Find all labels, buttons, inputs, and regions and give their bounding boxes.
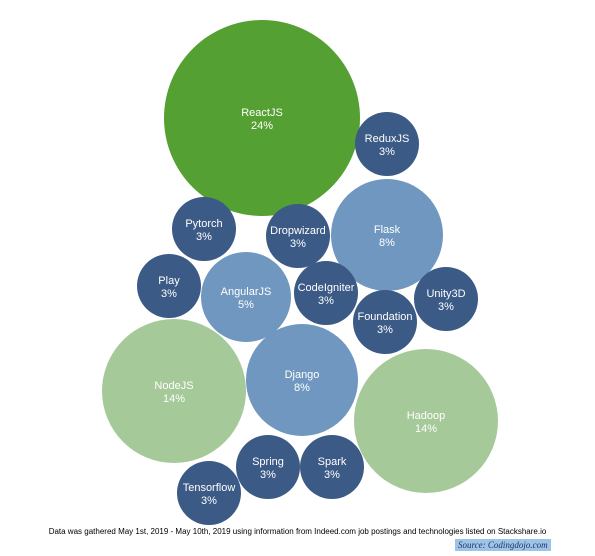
bubble-value-foundation: 3% [377, 324, 393, 336]
bubble-name-hadoop: Hadoop [407, 410, 446, 422]
bubble-value-spark: 3% [324, 469, 340, 481]
bubble-value-django: 8% [294, 382, 310, 394]
bubble-value-play: 3% [161, 288, 177, 300]
bubble-value-pytorch: 3% [196, 231, 212, 243]
bubble-circle-reactjs [164, 20, 360, 216]
bubble-name-flask: Flask [374, 224, 401, 236]
bubble-circle-spring [236, 435, 300, 499]
bubble-circle-tensorflow [177, 461, 241, 525]
bubble-name-angularjs: AngularJS [221, 286, 272, 298]
bubble-circle-play [137, 254, 201, 318]
bubble-name-reduxjs: ReduxJS [365, 133, 410, 145]
bubble-value-spring: 3% [260, 469, 276, 481]
bubble-circle-foundation [353, 290, 417, 354]
bubble-name-unity3d: Unity3D [426, 288, 465, 300]
footnote: Data was gathered May 1st, 2019 - May 10… [48, 527, 547, 536]
bubble-circle-dropwizard [266, 204, 330, 268]
bubble-name-pytorch: Pytorch [185, 218, 222, 230]
bubble-circle-spark [300, 435, 364, 499]
source-credit: Source: Codingdojo.com [455, 539, 551, 551]
bubble-circle-unity3d [414, 267, 478, 331]
bubble-name-codeigniter: CodeIgniter [298, 282, 355, 294]
bubble-value-flask: 8% [379, 237, 395, 249]
bubble-circle-pytorch [172, 197, 236, 261]
bubble-name-nodejs: NodeJS [154, 380, 193, 392]
bubble-value-dropwizard: 3% [290, 238, 306, 250]
bubble-value-codeigniter: 3% [318, 295, 334, 307]
bubble-circle-angularjs [201, 252, 291, 342]
bubble-value-reactjs: 24% [251, 120, 273, 132]
bubble-circle-django [246, 324, 358, 436]
bubble-value-hadoop: 14% [415, 423, 437, 435]
bubble-name-foundation: Foundation [357, 311, 412, 323]
bubble-circle-flask [331, 179, 443, 291]
bubble-circle-reduxjs [355, 112, 419, 176]
bubble-circle-nodejs [102, 319, 246, 463]
bubble-name-spark: Spark [318, 456, 347, 468]
bubble-name-django: Django [285, 369, 320, 381]
bubble-name-dropwizard: Dropwizard [270, 225, 326, 237]
bubble-name-play: Play [158, 275, 180, 287]
bubble-name-spring: Spring [252, 456, 284, 468]
bubble-value-angularjs: 5% [238, 299, 254, 311]
bubble-value-tensorflow: 3% [201, 495, 217, 507]
bubble-value-nodejs: 14% [163, 393, 185, 405]
bubble-value-reduxjs: 3% [379, 146, 395, 158]
bubble-name-tensorflow: Tensorflow [183, 482, 236, 494]
bubble-name-reactjs: ReactJS [241, 107, 283, 119]
bubble-value-unity3d: 3% [438, 301, 454, 313]
bubble-circle-hadoop [354, 349, 498, 493]
bubble-circle-codeigniter [294, 261, 358, 325]
